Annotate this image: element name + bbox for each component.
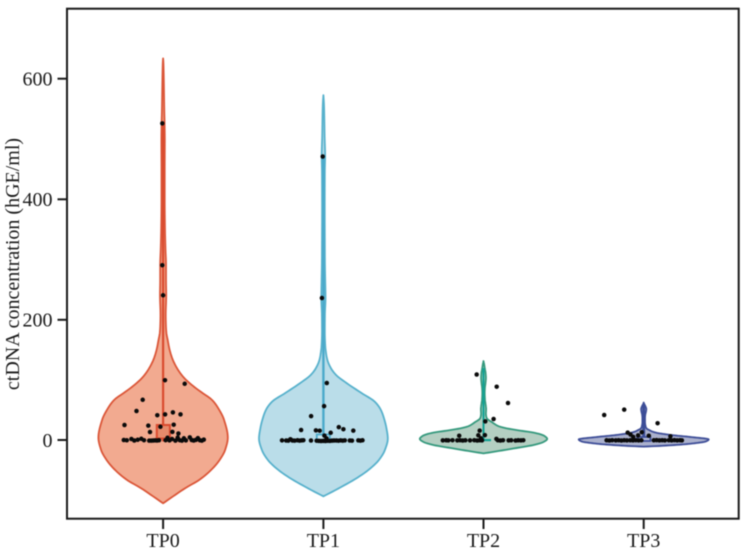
svg-text:200: 200 [23, 310, 53, 332]
svg-text:400: 400 [23, 189, 53, 211]
svg-text:600: 600 [23, 69, 53, 91]
svg-text:ctDNA concentration (hGE/ml): ctDNA concentration (hGE/ml) [2, 138, 24, 390]
svg-text:TP2: TP2 [467, 530, 500, 552]
svg-text:0: 0 [43, 430, 53, 452]
svg-text:TP0: TP0 [146, 530, 179, 552]
svg-text:TP3: TP3 [627, 530, 660, 552]
svg-text:TP1: TP1 [307, 530, 340, 552]
